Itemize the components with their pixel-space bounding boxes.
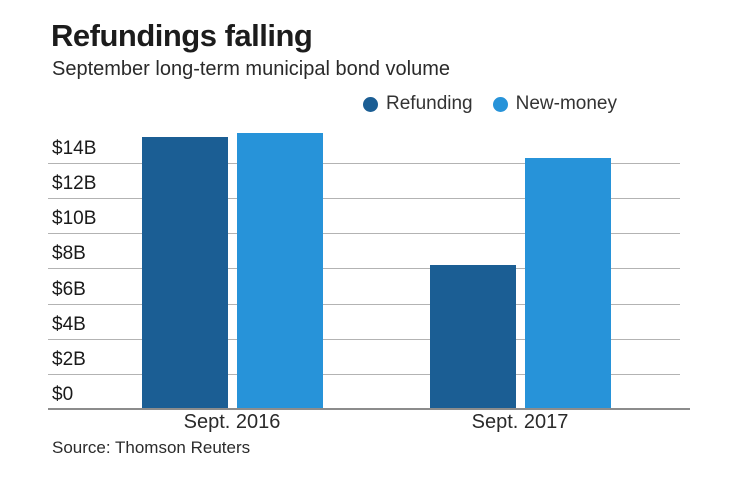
bar-refunding-sept-2017 [430, 265, 516, 409]
gridline-2b [48, 374, 680, 375]
x-category-label-sept-2016: Sept. 2016 [183, 411, 281, 433]
legend-item-refunding: Refunding [363, 93, 473, 115]
source-note: Source: Thomson Reuters [52, 438, 251, 457]
y-tick-label-4b: $4B [52, 314, 86, 335]
gridline-8b [48, 268, 680, 269]
gridline-14b [48, 163, 680, 164]
y-tick-label-0: $0 [52, 384, 74, 405]
y-tick-label-14b: $14B [52, 138, 97, 159]
new-money-legend-dot-icon [492, 96, 508, 112]
gridline-10b [48, 233, 680, 234]
x-category-label-sept-2017: Sept. 2017 [471, 411, 569, 433]
legend: Refunding New-money [363, 93, 617, 115]
y-tick-label-6b: $6B [52, 279, 86, 300]
y-tick-label-10b: $10B [52, 208, 97, 229]
chart-subtitle: September long-term municipal bond volum… [52, 58, 450, 80]
x-axis-baseline [48, 408, 690, 410]
chart-title: Refundings falling [51, 18, 313, 53]
y-tick-label-8b: $8B [52, 243, 86, 264]
y-tick-label-2b: $2B [52, 349, 86, 370]
legend-item-new-money: New-money [492, 93, 617, 115]
bar-new-money-sept-2016 [237, 133, 323, 409]
y-tick-label-12b: $12B [52, 173, 97, 194]
refunding-legend-dot-icon [363, 96, 378, 112]
legend-label-new-money: New-money [515, 93, 617, 114]
bar-new-money-sept-2017 [525, 158, 611, 409]
gridline-12b [48, 198, 680, 199]
gridline-6b [48, 304, 680, 305]
bar-refunding-sept-2016 [142, 137, 228, 409]
legend-label-refunding: Refunding [386, 93, 473, 114]
gridline-4b [48, 339, 680, 340]
